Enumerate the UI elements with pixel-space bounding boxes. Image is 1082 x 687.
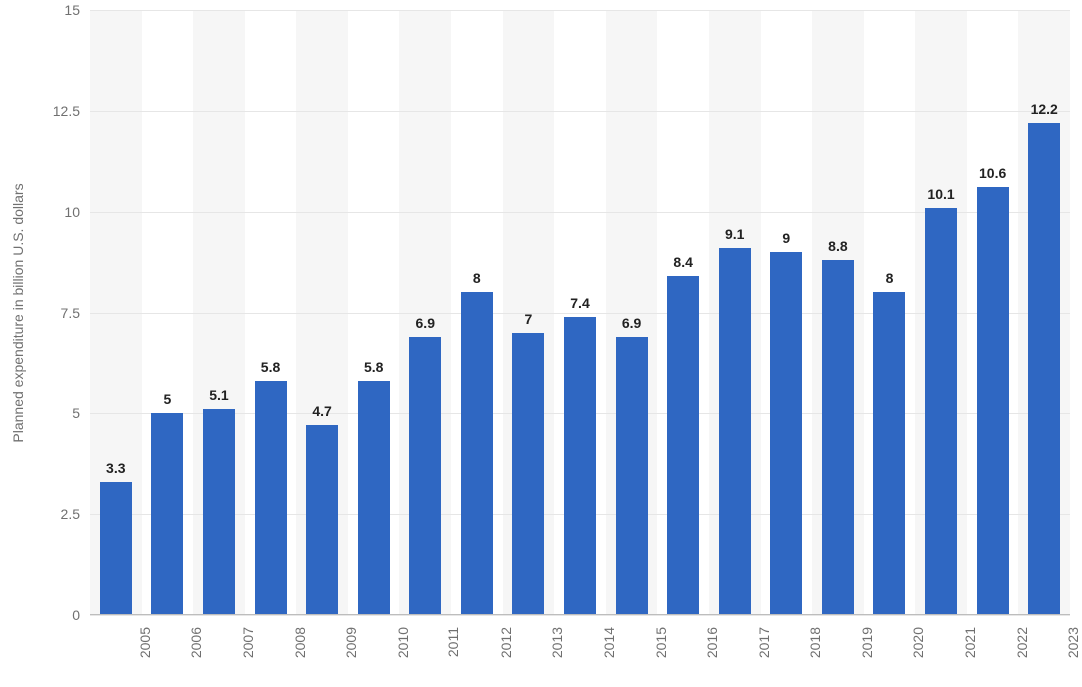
x-tick-label: 2016	[704, 627, 720, 658]
bar[interactable]	[151, 413, 183, 615]
bar[interactable]	[667, 276, 699, 615]
bar[interactable]	[409, 337, 441, 615]
y-tick-label: 12.5	[53, 103, 90, 119]
x-axis-line	[90, 614, 1070, 615]
x-tick-label: 2007	[240, 627, 256, 658]
gridline	[90, 615, 1070, 616]
bar[interactable]	[306, 425, 338, 615]
bar-value-label: 8	[473, 270, 481, 286]
x-tick-label: 2008	[292, 627, 308, 658]
bar[interactable]	[719, 248, 751, 615]
bar-value-label: 8.4	[673, 254, 692, 270]
bar-value-label: 6.9	[416, 315, 435, 331]
bar-chart: Planned expenditure in billion U.S. doll…	[0, 0, 1082, 687]
bar[interactable]	[255, 381, 287, 615]
bar[interactable]	[512, 333, 544, 615]
bar-value-label: 5	[163, 391, 171, 407]
gridline	[90, 111, 1070, 112]
plot-area: 02.557.51012.5153.32005520065.120075.820…	[90, 10, 1070, 615]
gridline	[90, 10, 1070, 11]
x-tick-label: 2012	[498, 627, 514, 658]
y-tick-label: 5	[72, 405, 90, 421]
y-tick-label: 15	[64, 2, 90, 18]
bar-value-label: 8.8	[828, 238, 847, 254]
bar[interactable]	[977, 187, 1009, 615]
x-tick-label: 2006	[189, 627, 205, 658]
x-tick-label: 2022	[1014, 627, 1030, 658]
bar-value-label: 5.8	[364, 359, 383, 375]
bar-value-label: 9	[782, 230, 790, 246]
x-tick-label: 2018	[807, 627, 823, 658]
bar[interactable]	[770, 252, 802, 615]
y-tick-label: 2.5	[61, 506, 90, 522]
bar-value-label: 10.6	[979, 165, 1006, 181]
bar-value-label: 4.7	[312, 403, 331, 419]
bar-value-label: 3.3	[106, 460, 125, 476]
bar-value-label: 6.9	[622, 315, 641, 331]
gridline	[90, 313, 1070, 314]
x-tick-label: 2013	[550, 627, 566, 658]
y-tick-label: 7.5	[61, 305, 90, 321]
bar-value-label: 7.4	[570, 295, 589, 311]
bar-value-label: 5.1	[209, 387, 228, 403]
x-tick-label: 2017	[756, 627, 772, 658]
bar[interactable]	[822, 260, 854, 615]
bar-value-label: 9.1	[725, 226, 744, 242]
bar-value-label: 5.8	[261, 359, 280, 375]
bar-value-label: 7	[525, 311, 533, 327]
bar-value-label: 10.1	[927, 186, 954, 202]
bar[interactable]	[873, 292, 905, 615]
bar[interactable]	[461, 292, 493, 615]
x-tick-label: 2005	[137, 627, 153, 658]
gridline	[90, 212, 1070, 213]
bar[interactable]	[100, 482, 132, 615]
x-tick-label: 2023	[1065, 627, 1081, 658]
x-tick-label: 2014	[601, 627, 617, 658]
x-tick-label: 2009	[343, 627, 359, 658]
x-tick-label: 2020	[911, 627, 927, 658]
y-tick-label: 0	[72, 607, 90, 623]
y-axis-title: Planned expenditure in billion U.S. doll…	[10, 183, 26, 442]
x-tick-label: 2019	[859, 627, 875, 658]
x-tick-label: 2011	[445, 627, 461, 657]
bar[interactable]	[358, 381, 390, 615]
bar[interactable]	[564, 317, 596, 615]
bar[interactable]	[925, 208, 957, 615]
bar-value-label: 12.2	[1031, 101, 1058, 117]
x-tick-label: 2021	[962, 627, 978, 658]
bar[interactable]	[203, 409, 235, 615]
y-tick-label: 10	[64, 204, 90, 220]
bar[interactable]	[1028, 123, 1060, 615]
x-tick-label: 2010	[395, 627, 411, 658]
bar[interactable]	[616, 337, 648, 615]
x-tick-label: 2015	[653, 627, 669, 658]
bar-value-label: 8	[886, 270, 894, 286]
